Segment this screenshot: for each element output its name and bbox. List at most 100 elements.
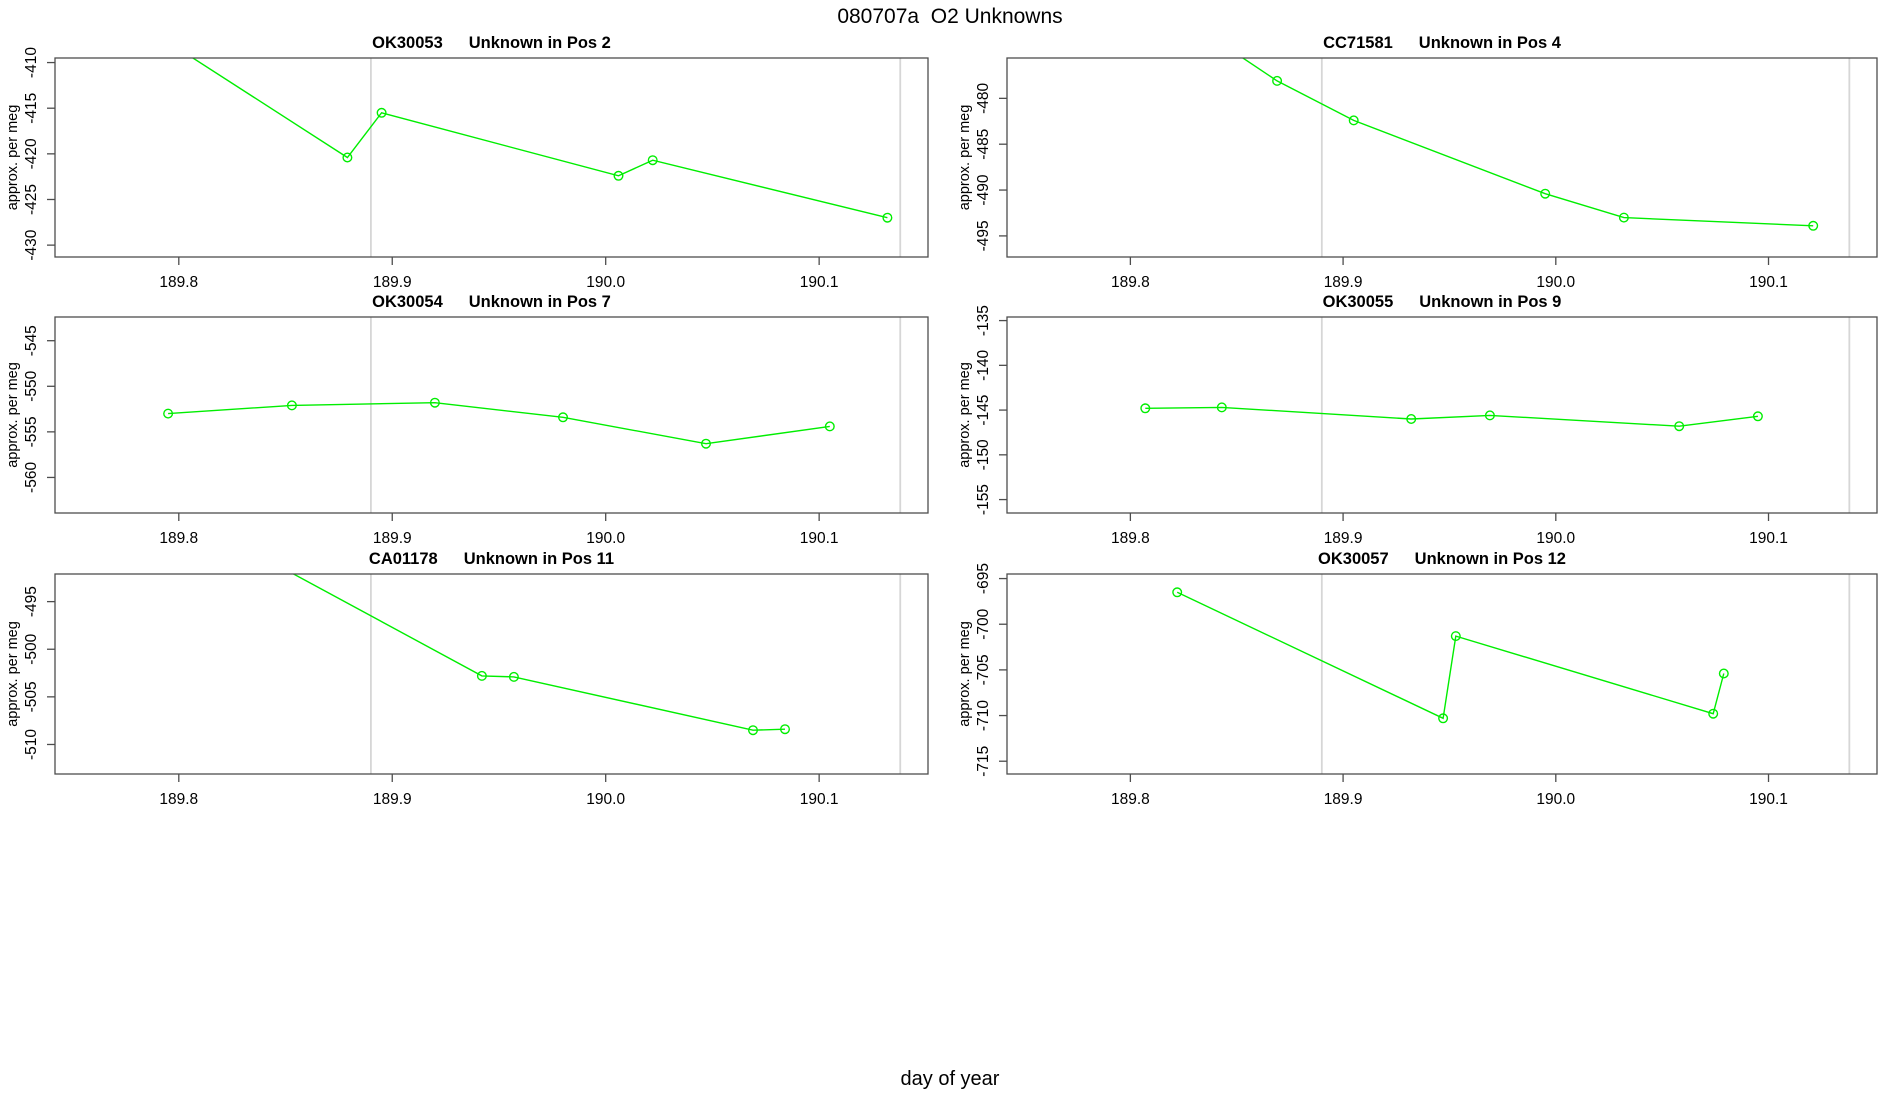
x-tick-label: 190.1	[800, 530, 839, 547]
data-point-marker	[1450, 631, 1461, 642]
y-tick-label: -485	[975, 129, 992, 160]
y-tick-label: -505	[23, 681, 40, 712]
plot-box	[54, 316, 929, 514]
x-tick-label: 189.9	[1324, 530, 1363, 547]
data-point-marker	[1484, 410, 1495, 421]
y-tick-label: -155	[975, 484, 992, 515]
x-tick-label: 189.9	[373, 791, 412, 808]
data-point-marker	[780, 724, 791, 735]
page-title: 080707a O2 Unknowns	[837, 5, 1063, 28]
x-tick-label: 190.0	[586, 274, 625, 291]
subplot-ok30057: 189.8 189.9 190.0 190.1 -715 -710 -705 -700 -695…	[957, 550, 1878, 808]
x-tick-label: 189.8	[1111, 530, 1150, 547]
x-tick-label: 189.9	[1324, 274, 1363, 291]
subplot-cc71581: 189.8 189.9 190.0 190.1 -495 -490 -485 -480appr…	[957, 7, 1878, 291]
x-axis-label: day of year	[900, 1068, 1000, 1090]
y-tick-label: -410	[23, 47, 40, 78]
data-point-marker	[1808, 220, 1819, 231]
subplot-title: OK30054 Unknown in Pos 7	[372, 293, 611, 311]
y-axis-label: approx. per meg	[5, 621, 21, 727]
subplot-title: CC71581 Unknown in Pos 4	[1323, 34, 1562, 52]
y-axis-label: approx. per meg	[957, 362, 973, 468]
y-tick-label: -420	[23, 138, 40, 169]
series-line	[191, 58, 888, 219]
y-tick-label: -500	[23, 633, 40, 664]
subplot-title: OK30057 Unknown in Pos 12	[1318, 550, 1566, 568]
data-point-marker	[1216, 402, 1227, 413]
x-tick-label: 189.8	[1111, 791, 1150, 808]
data-point-marker	[1752, 411, 1763, 422]
x-tick-label: 190.1	[800, 274, 839, 291]
x-tick-label: 189.9	[373, 274, 412, 291]
subplot-title: OK30053 Unknown in Pos 2	[372, 34, 611, 52]
plot-box	[54, 57, 929, 258]
data-point-marker	[613, 170, 624, 181]
x-tick-label: 190.1	[800, 791, 839, 808]
data-point-marker	[647, 155, 658, 166]
y-tick-label: -145	[975, 395, 992, 426]
x-tick-label: 190.0	[1536, 274, 1575, 291]
x-tick-label: 190.0	[1536, 530, 1575, 547]
data-point-marker	[1540, 188, 1551, 199]
series-line	[168, 401, 830, 445]
y-axis-label: approx. per meg	[5, 362, 21, 468]
y-tick-label: -555	[23, 416, 40, 447]
x-tick-label: 190.0	[586, 791, 625, 808]
x-tick-label: 190.0	[1536, 791, 1575, 808]
x-tick-label: 190.1	[1749, 530, 1788, 547]
data-point-marker	[163, 408, 174, 419]
x-tick-label: 189.8	[159, 274, 198, 291]
x-tick-label: 189.9	[373, 530, 412, 547]
y-tick-label: -550	[23, 370, 40, 401]
data-point-marker	[217, 531, 226, 540]
y-tick-label: -425	[23, 184, 40, 215]
subplot-title: OK30055 Unknown in Pos 9	[1323, 293, 1562, 311]
data-point-marker	[1348, 115, 1359, 126]
data-point-marker	[1618, 212, 1629, 223]
subplot-ok30055: 189.8 189.9 190.0 190.1 -155 -150 -145 -140 -135…	[957, 293, 1878, 547]
y-tick-label: -430	[23, 229, 40, 260]
y-tick-label: -140	[975, 349, 992, 380]
data-point-marker	[824, 421, 835, 432]
y-axis-label: approx. per meg	[957, 105, 973, 211]
data-point-marker	[376, 107, 387, 118]
plot-box	[1006, 573, 1878, 775]
x-tick-label: 189.8	[159, 530, 198, 547]
y-tick-label: -495	[23, 586, 40, 617]
y-tick-label: -150	[975, 439, 992, 470]
data-point-marker	[476, 670, 487, 681]
data-point-marker	[1172, 587, 1183, 598]
subplot-ok30054: 189.8 189.9 190.0 190.1 -560 -555 -550 -545appr…	[5, 293, 929, 547]
x-tick-label: 190.0	[586, 530, 625, 547]
data-point-marker	[1718, 668, 1729, 679]
y-axis-label: approx. per meg	[957, 621, 973, 727]
data-point-marker	[508, 671, 519, 682]
y-tick-label: -710	[975, 700, 992, 731]
series-line	[1145, 406, 1758, 427]
data-point-marker	[558, 412, 569, 423]
y-tick-label: -700	[975, 608, 992, 639]
subplot-title: CA01178 Unknown in Pos 11	[369, 550, 614, 568]
data-point-marker	[1169, 7, 1178, 16]
data-point-marker	[1406, 414, 1417, 425]
plot-box	[1006, 57, 1878, 258]
data-point-marker	[1272, 75, 1283, 86]
x-tick-label: 189.8	[159, 791, 198, 808]
plot-box	[1006, 316, 1878, 514]
x-tick-label: 189.8	[1111, 274, 1150, 291]
series-line	[1241, 58, 1814, 227]
data-point-marker	[153, 31, 162, 40]
y-tick-label: -490	[975, 174, 992, 205]
data-point-marker	[429, 397, 440, 408]
y-tick-label: -715	[975, 746, 992, 777]
data-point-marker	[1438, 713, 1449, 724]
x-tick-label: 189.9	[1324, 791, 1363, 808]
data-point-marker	[748, 725, 759, 736]
y-tick-label: -495	[975, 220, 992, 251]
y-tick-label: -415	[23, 93, 40, 124]
y-tick-label: -705	[975, 654, 992, 685]
data-point-marker	[342, 152, 353, 163]
y-tick-label: -480	[975, 82, 992, 113]
data-point-marker	[1708, 708, 1719, 719]
